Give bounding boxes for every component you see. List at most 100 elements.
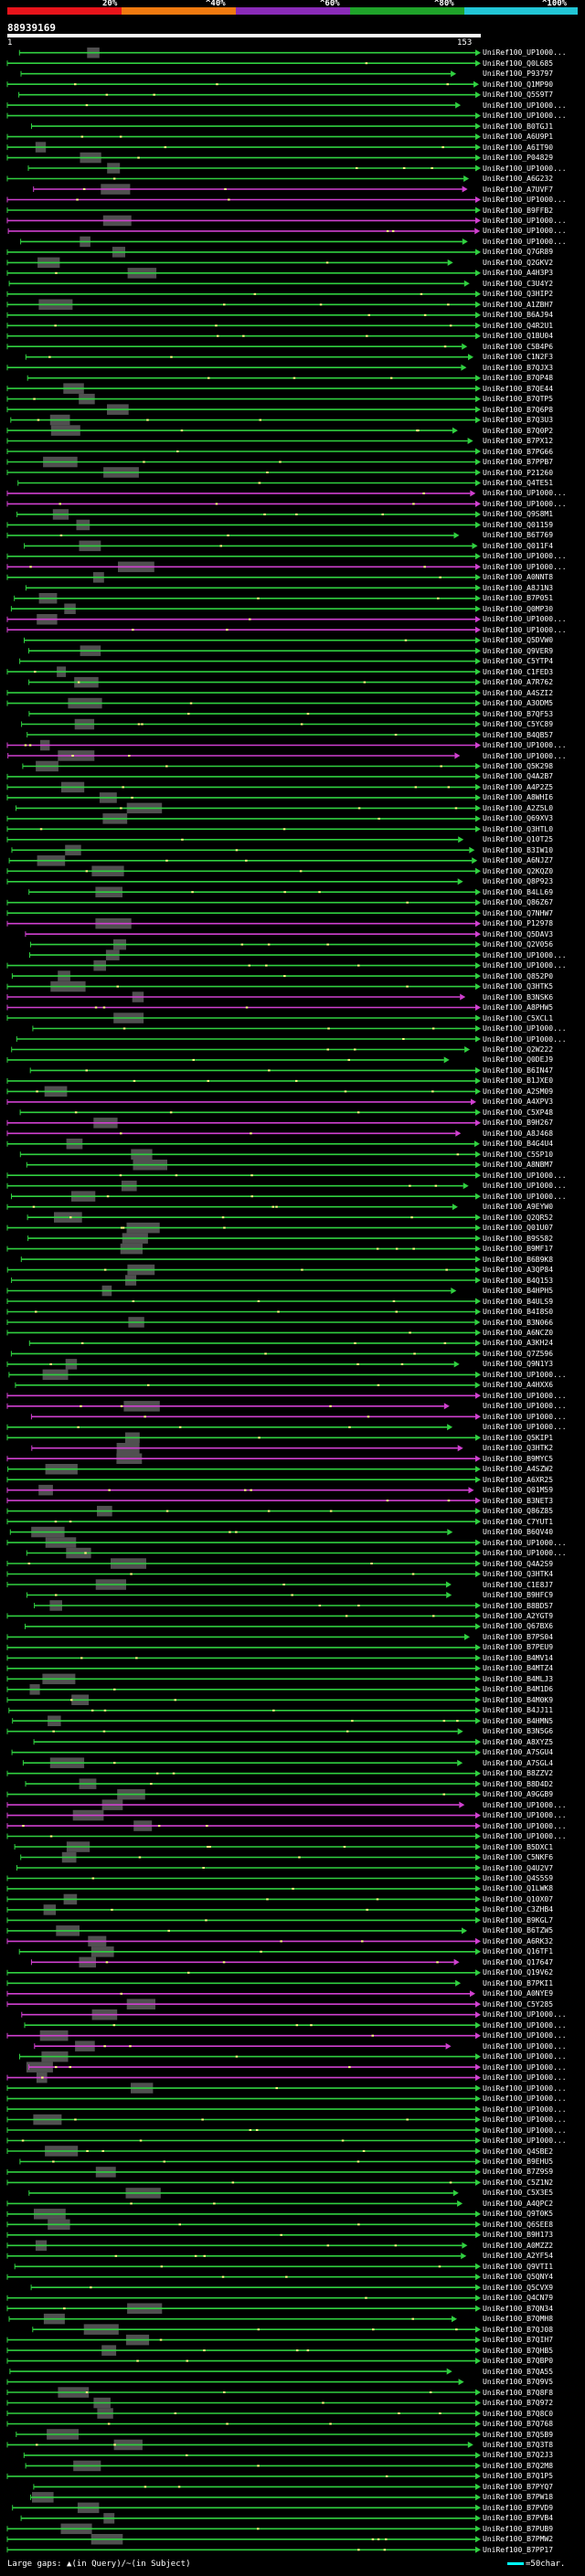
hit-label[interactable]: UniRef100_A2Z5L0 [483, 803, 554, 812]
hit-label[interactable]: UniRef100_A3KH24 [483, 1339, 554, 1348]
hit-label[interactable]: UniRef100_B9H267 [483, 1118, 554, 1128]
hit-label[interactable]: UniRef100_C5Z1N2 [483, 2178, 554, 2187]
hit-label[interactable]: UniRef100_Q0DEJ9 [483, 1055, 554, 1065]
hit-label[interactable]: UniRef100_B7PMW2 [483, 2535, 554, 2544]
hit-label[interactable]: UniRef100_A1ZBH7 [483, 300, 554, 309]
hit-label[interactable]: UniRef100_B9HFC9 [483, 1591, 554, 1599]
hit-label[interactable]: UniRef100_A2YGT9 [483, 1611, 554, 1620]
hit-label[interactable]: UniRef100_B4MLJ3 [483, 1674, 554, 1683]
hit-label[interactable]: UniRef100_UP1000... [483, 2041, 567, 2051]
hit-label[interactable]: UniRef100_Q011F4 [483, 541, 554, 550]
hit-label[interactable]: UniRef100_B7QTP5 [483, 395, 554, 404]
hit-label[interactable]: UniRef100_A6IT90 [483, 143, 554, 152]
hit-label[interactable]: UniRef100_B7QMH8 [483, 2315, 554, 2324]
hit-label[interactable]: UniRef100_A7SGU4 [483, 1748, 554, 1757]
hit-label[interactable]: UniRef100_Q86Z67 [483, 898, 554, 907]
hit-label[interactable]: UniRef100_B7Z9S9 [483, 2168, 554, 2177]
hit-label[interactable]: UniRef100_Q4R2U1 [483, 321, 554, 330]
hit-label[interactable]: UniRef100_A2SM09 [483, 1087, 554, 1096]
hit-label[interactable]: UniRef100_UP1000... [483, 1423, 567, 1432]
hit-label[interactable]: UniRef100_B7Q3U3 [483, 416, 554, 425]
hit-label[interactable]: UniRef100_C5B4P6 [483, 342, 554, 351]
hit-label[interactable]: UniRef100_B4HMN5 [483, 1716, 554, 1725]
hit-label[interactable]: UniRef100_UP1000... [483, 1182, 567, 1191]
hit-label[interactable]: UniRef100_B7Q5B9 [483, 2430, 554, 2439]
hit-label[interactable]: UniRef100_B9S582 [483, 1234, 554, 1243]
hit-label[interactable]: UniRef100_B4MTZ4 [483, 1664, 554, 1673]
hit-label[interactable]: UniRef100_Q5CVX9 [483, 2283, 554, 2292]
hit-label[interactable]: UniRef100_A0NYE9 [483, 1989, 554, 1998]
hit-label[interactable]: UniRef100_B3IW10 [483, 845, 554, 854]
hit-label[interactable]: UniRef100_UP1000... [483, 2083, 567, 2093]
hit-label[interactable]: UniRef100_B7PX12 [483, 437, 554, 445]
hit-label[interactable]: UniRef100_B3NSK6 [483, 992, 554, 1002]
hit-label[interactable]: UniRef100_A3ODM5 [483, 699, 554, 708]
hit-label[interactable]: UniRef100_Q7GR89 [483, 248, 554, 257]
hit-label[interactable]: UniRef100_B3N066 [483, 1318, 554, 1327]
hit-label[interactable]: UniRef100_A4QPC2 [483, 2199, 554, 2208]
hit-label[interactable]: UniRef100_B7PPB7 [483, 458, 554, 466]
hit-label[interactable]: UniRef100_B4JJ11 [483, 1706, 554, 1715]
hit-label[interactable]: UniRef100_UP1000... [483, 1549, 567, 1557]
hit-label[interactable]: UniRef100_Q4A2B7 [483, 772, 554, 781]
hit-label[interactable]: UniRef100_P93797 [483, 69, 554, 79]
hit-label[interactable]: UniRef100_UP1000... [483, 1800, 567, 1809]
hit-label[interactable]: UniRef100_C1E8J7 [483, 1580, 554, 1589]
hit-label[interactable]: UniRef100_B7QJ08 [483, 2325, 554, 2334]
hit-label[interactable]: UniRef100_B9MYC5 [483, 1454, 554, 1463]
hit-label[interactable]: UniRef100_A8XYZ5 [483, 1737, 554, 1746]
hit-label[interactable]: UniRef100_C5XCL1 [483, 1013, 554, 1023]
hit-label[interactable]: UniRef100_B1JXE0 [483, 1076, 554, 1086]
hit-label[interactable]: UniRef100_B8BD57 [483, 1601, 554, 1610]
hit-label[interactable]: UniRef100_A6U9P1 [483, 133, 554, 142]
hit-label[interactable]: UniRef100_B9MF17 [483, 1245, 554, 1254]
hit-label[interactable]: UniRef100_A6NJZ7 [483, 856, 554, 865]
hit-label[interactable]: UniRef100_Q01M59 [483, 1486, 554, 1495]
hit-label[interactable]: UniRef100_B7QIH7 [483, 2336, 554, 2345]
hit-label[interactable]: UniRef100_B7QJX3 [483, 363, 554, 372]
hit-label[interactable]: UniRef100_C1N2F3 [483, 353, 554, 362]
hit-label[interactable]: UniRef100_Q5K298 [483, 762, 554, 770]
hit-label[interactable]: UniRef100_B7Q2M8 [483, 2461, 554, 2470]
hit-label[interactable]: UniRef100_UP1000... [483, 1832, 567, 1840]
hit-label[interactable]: UniRef100_C3U4Y2 [483, 279, 554, 288]
hit-label[interactable]: UniRef100_B0TGJ1 [483, 122, 554, 131]
hit-label[interactable]: UniRef100_A8WHI6 [483, 793, 554, 802]
hit-label[interactable]: UniRef100_Q0L685 [483, 58, 554, 68]
hit-label[interactable]: UniRef100_B6B9K8 [483, 1255, 554, 1264]
hit-label[interactable]: UniRef100_B7PVB4 [483, 2514, 554, 2523]
hit-label[interactable]: UniRef100_UP1000... [483, 48, 567, 58]
hit-label[interactable]: UniRef100_Q4A2S9 [483, 1559, 554, 1568]
hit-label[interactable]: UniRef100_Q3HTK4 [483, 1570, 554, 1578]
hit-label[interactable]: UniRef100_UP1000... [483, 111, 567, 121]
hit-label[interactable]: UniRef100_B7QA55 [483, 2367, 554, 2376]
hit-label[interactable]: UniRef100_UP1000... [483, 562, 567, 571]
hit-label[interactable]: UniRef100_UP1000... [483, 1811, 567, 1820]
hit-label[interactable]: UniRef100_Q67BX6 [483, 1622, 554, 1631]
hit-label[interactable]: UniRef100_Q5S9T7 [483, 90, 554, 100]
hit-label[interactable]: UniRef100_UP1000... [483, 1538, 567, 1547]
hit-label[interactable]: UniRef100_UP1000... [483, 2094, 567, 2104]
hit-label[interactable]: UniRef100_UP1000... [483, 227, 567, 236]
hit-label[interactable]: UniRef100_C7YUT1 [483, 1517, 554, 1526]
hit-label[interactable]: UniRef100_B6QV40 [483, 1528, 554, 1537]
hit-label[interactable]: UniRef100_B6IN47 [483, 1065, 554, 1075]
hit-label[interactable]: UniRef100_A7R762 [483, 678, 554, 687]
hit-label[interactable]: UniRef100_Q6SEE8 [483, 2220, 554, 2229]
hit-label[interactable]: UniRef100_B9FFB2 [483, 206, 554, 215]
hit-label[interactable]: UniRef100_Q4TE51 [483, 479, 554, 487]
hit-label[interactable]: UniRef100_B7QBP0 [483, 2357, 554, 2366]
hit-label[interactable]: UniRef100_A3QP84 [483, 1266, 554, 1275]
hit-label[interactable]: UniRef100_B7Q768 [483, 2420, 554, 2428]
hit-label[interactable]: UniRef100_UP1000... [483, 1402, 567, 1411]
hit-label[interactable]: UniRef100_UP1000... [483, 196, 567, 204]
hit-label[interactable]: UniRef100_A8J1N3 [483, 583, 554, 592]
hit-label[interactable]: UniRef100_B8ZZV2 [483, 1769, 554, 1778]
hit-label[interactable]: UniRef100_C3ZHB4 [483, 1905, 554, 1914]
hit-label[interactable]: UniRef100_UP1000... [483, 552, 567, 561]
hit-label[interactable]: UniRef100_B7Q0P2 [483, 426, 554, 435]
hit-label[interactable]: UniRef100_UP1000... [483, 489, 567, 498]
hit-label[interactable]: UniRef100_Q5QNY4 [483, 2273, 554, 2282]
hit-label[interactable]: UniRef100_UP1000... [483, 499, 567, 508]
hit-label[interactable]: UniRef100_UP1000... [483, 2125, 567, 2135]
